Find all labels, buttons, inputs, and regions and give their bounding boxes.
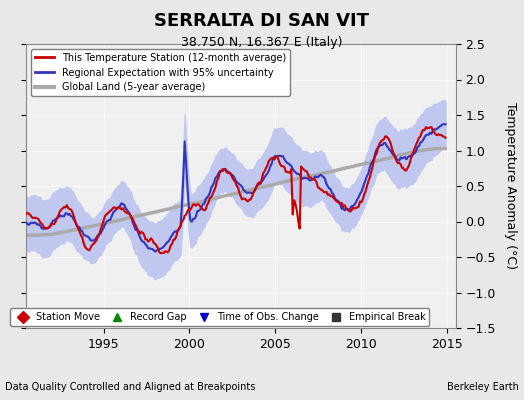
- Text: SERRALTA DI SAN VIT: SERRALTA DI SAN VIT: [155, 12, 369, 30]
- Text: 38.750 N, 16.367 E (Italy): 38.750 N, 16.367 E (Italy): [181, 36, 343, 49]
- Legend: Station Move, Record Gap, Time of Obs. Change, Empirical Break: Station Move, Record Gap, Time of Obs. C…: [9, 308, 430, 326]
- Text: Berkeley Earth: Berkeley Earth: [447, 382, 519, 392]
- Text: Data Quality Controlled and Aligned at Breakpoints: Data Quality Controlled and Aligned at B…: [5, 382, 256, 392]
- Y-axis label: Temperature Anomaly (°C): Temperature Anomaly (°C): [504, 102, 517, 270]
